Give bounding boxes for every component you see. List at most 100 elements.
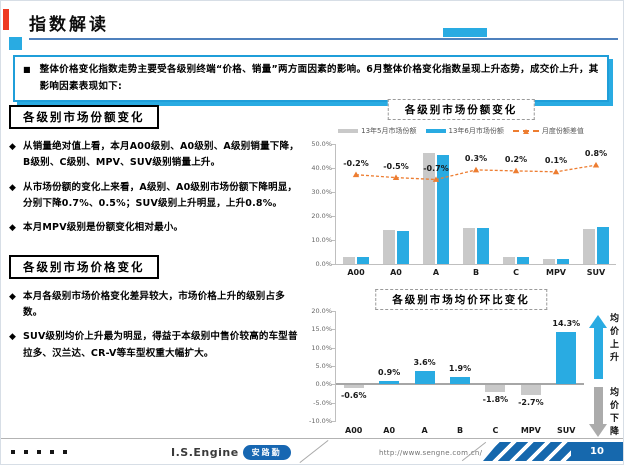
stripe-pattern xyxy=(483,442,571,461)
y-tick-label: 0.0% xyxy=(315,380,332,389)
price-up-arrow-icon xyxy=(589,315,607,379)
share-bar xyxy=(557,258,569,264)
y-tick-label: 5.0% xyxy=(315,362,332,370)
page-title: 指数解读 xyxy=(29,15,109,35)
section-title-market-share: 各级别市场份额变化 xyxy=(9,105,159,129)
price-up-note: 均价上升 xyxy=(608,313,618,365)
price-change-bar xyxy=(485,385,506,392)
y-tick-label: 20.0% xyxy=(311,212,332,220)
list-item: ◆ 从市场份额的变化上来看，A级别、A0级别市场份额下降明显，分别下降0.7%、… xyxy=(9,180,301,213)
footer-diagonal-line xyxy=(299,440,329,463)
market-share-plot-area: 0.0% 10.0% 20.0% 30.0% 40.0% 50.0% A00 A0 A B C MPV… xyxy=(311,140,616,277)
chart-title: 各级别市场均价环比变化 xyxy=(375,289,547,310)
bullet-text: 本月MPV级别是份额变化相对最小。 xyxy=(23,222,184,234)
legend-item-may: 13年5月市场份额 xyxy=(338,126,417,136)
chart-title: 各级别市场份额变化 xyxy=(387,99,535,120)
page-number: 10 xyxy=(571,442,623,461)
chart-legend: 13年5月市场份额 13年6月市场份额 月度份额差值 xyxy=(301,126,621,136)
y-tick-label: 50.0% xyxy=(311,140,332,148)
share-bar xyxy=(383,229,395,264)
brand-logo: I.S.Engine 安路勤 xyxy=(171,445,291,460)
share-bar xyxy=(597,227,609,264)
x-category-label: C xyxy=(513,268,519,277)
bullet-text: 从市场份额的变化上来看，A级别、A0级别市场份额下降明显，分别下降0.7%、0.… xyxy=(23,181,298,209)
diff-value-label: 0.1% xyxy=(544,155,568,165)
x-category-label: A00 xyxy=(345,426,363,435)
orange-dashed-line-swatch-icon xyxy=(512,129,539,134)
share-bar xyxy=(423,153,435,264)
blue-bar-swatch-icon xyxy=(425,129,446,133)
diff-value-label: 0.8% xyxy=(584,149,608,159)
legend-label: 13年5月市场份额 xyxy=(361,127,417,135)
list-item: ◆ 从销量绝对值上看，本月A00级别、A0级别、A级别销量下降，B级别、C级别、… xyxy=(9,139,301,172)
share-bar xyxy=(357,257,369,264)
footer-divider xyxy=(1,438,623,439)
y-tick-label: 40.0% xyxy=(311,164,332,172)
list-item: ◆ SUV级别均价上升最为明显，得益于本级别中售价较高的车型普拉多、汉兰达、CR… xyxy=(9,329,301,362)
y-tick-label: 0.0% xyxy=(315,260,332,268)
footer-dots xyxy=(11,450,67,454)
y-tick-label: -10.0% xyxy=(309,417,332,425)
diamond-bullet-icon: ◆ xyxy=(9,223,17,234)
bar-value-label: 3.6% xyxy=(413,358,436,368)
x-category-label: C xyxy=(492,426,499,435)
y-tick-label: 30.0% xyxy=(311,188,332,196)
y-tick-label: 10.0% xyxy=(311,343,332,352)
y-tick-label: 10.0% xyxy=(311,236,332,244)
title-blue-accent xyxy=(443,28,487,37)
x-category-label: B xyxy=(472,268,480,277)
share-bar xyxy=(437,154,449,264)
bar-value-label: -1.8% xyxy=(482,394,509,404)
price-change-bar xyxy=(556,331,577,385)
bullet-text: SUV级别均价上升最为明显，得益于本级别中售价较高的车型普拉多、汉兰达、CR-V… xyxy=(23,331,298,359)
diff-value-label: -0.5% xyxy=(383,161,409,171)
share-bar xyxy=(397,230,409,264)
x-category-label: SUV xyxy=(586,268,606,277)
x-category-label: MPV xyxy=(520,426,541,435)
price-change-bar xyxy=(450,377,470,385)
y-tick-label: 20.0% xyxy=(311,307,332,315)
diff-value-label: 0.2% xyxy=(504,154,528,164)
summary-bullet-marker: ■ xyxy=(23,65,31,74)
bullet-text: 本月各级别市场价格变化差异较大，市场价格上升的级别占多数。 xyxy=(23,290,285,318)
price-change-bar xyxy=(343,385,364,388)
title-underline xyxy=(29,38,618,40)
title-red-accent-bar xyxy=(3,9,9,30)
avg-price-plot-area: 20.0% 15.0% 10.0% 5.0% 0.0% -5.0% -10.0% -0.6% A… xyxy=(309,307,584,435)
share-bar xyxy=(543,258,555,264)
bar-value-label: 1.9% xyxy=(448,364,472,374)
x-category-label: B xyxy=(456,426,464,435)
diamond-bullet-icon: ◆ xyxy=(9,142,17,152)
price-down-note: 均价下降 xyxy=(608,387,618,439)
diamond-bullet-icon: ◆ xyxy=(9,291,17,302)
share-bar xyxy=(477,227,489,264)
x-category-label: A0 xyxy=(383,426,396,435)
share-bar xyxy=(517,256,529,264)
price-down-arrow-icon xyxy=(589,387,607,437)
share-bar xyxy=(343,256,355,264)
x-category-label: A00 xyxy=(347,268,365,277)
avg-price-chart: 各级别市场均价环比变化 20.0% 15.0% 10.0% 5.0% 0.0% -5.0%… xyxy=(301,287,621,439)
price-change-bar xyxy=(414,371,435,385)
brand-badge: 安路勤 xyxy=(242,445,291,460)
diff-value-label: 0.3% xyxy=(464,153,488,163)
footer-stripe-band: 10 xyxy=(483,442,623,461)
market-share-chart: 各级别市场份额变化 13年5月市场份额 13年6月市场份额 月度份额差值 0.0… xyxy=(301,97,621,287)
legend-item-june: 13年6月市场份额 xyxy=(425,126,504,136)
diamond-bullet-icon: ◆ xyxy=(9,182,17,193)
x-category-label: SUV xyxy=(557,426,576,435)
x-category-label: A xyxy=(421,426,428,435)
bar-value-label: 14.3% xyxy=(552,318,581,328)
bar-value-label: -0.6% xyxy=(340,390,367,400)
x-category-label: A xyxy=(432,268,440,277)
section-title-market-price: 各级别市场价格变化 xyxy=(9,254,159,279)
bar-value-label: -2.7% xyxy=(518,398,544,408)
market-share-bullets: ◆ 从销量绝对值上看，本月A00级别、A0级别、A级别销量下降，B级别、C级别、… xyxy=(9,139,301,237)
zero-axis-line xyxy=(336,383,584,386)
summary-text: 整体价格变化指数走势主要受各级别终端“价格、销量”两方面因素的影响。6月整体价格… xyxy=(39,64,599,92)
legend-label: 13年6月市场份额 xyxy=(448,127,504,135)
y-tick-label: 15.0% xyxy=(311,325,332,334)
market-price-bullets: ◆ 本月各级别市场价格变化差异较大，市场价格上升的级别占多数。 ◆ SUV级别均… xyxy=(9,289,301,362)
bar-value-label: 0.9% xyxy=(378,368,401,378)
